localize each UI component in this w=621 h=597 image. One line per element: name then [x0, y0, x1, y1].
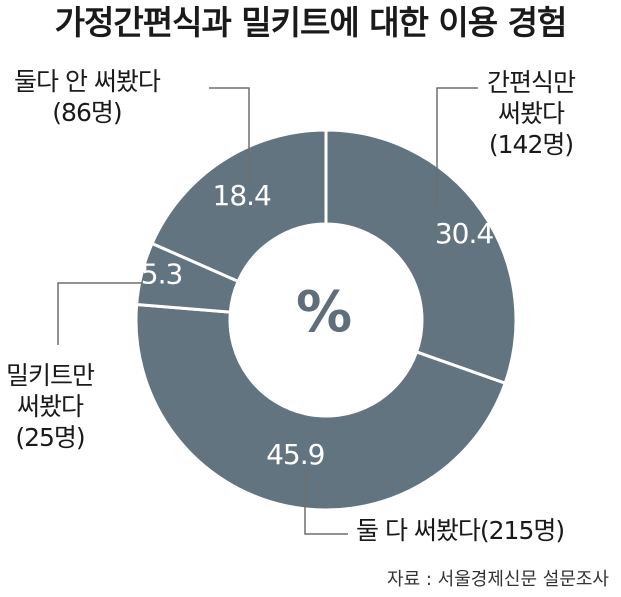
value-label-mealkit-only: 5.3 [141, 257, 183, 290]
label-both: 둘 다 써봤다(215명) [356, 515, 565, 546]
label-hmr-only-line2: 써봤다 [498, 99, 565, 128]
leader-mealkit-only [57, 282, 150, 345]
slice-hmr-only [324, 128, 518, 386]
label-hmr-only: 간편식만 써봤다 (142명) [487, 67, 576, 160]
label-neither-line1: 둘다 안 써봤다 [14, 67, 161, 96]
label-neither-count: (86명) [52, 98, 122, 127]
leader-hmr-only [436, 87, 478, 206]
chart-title: 가정간편식과 밀키트에 대한 이용 경험 [54, 3, 568, 42]
value-label-hmr-only: 30.4 [435, 217, 494, 250]
value-label-both: 45.9 [266, 438, 324, 471]
source-note: 자료 : 서울경제신문 설문조사 [387, 569, 609, 590]
leader-both [304, 470, 348, 535]
leader-neither [209, 87, 250, 187]
label-hmr-only-line1: 간편식만 [487, 68, 576, 97]
value-label-neither: 18.4 [213, 179, 272, 212]
label-mealkit-only-line1: 밀키트만 [6, 361, 95, 390]
label-mealkit-only-count: (25명) [15, 423, 85, 452]
label-mealkit-only-line2: 써봤다 [17, 392, 84, 421]
slice-both [134, 302, 508, 512]
slice-neither [150, 128, 328, 284]
unit-label: % [296, 280, 353, 345]
label-both-line1: 둘 다 써봤다(215명) [356, 516, 565, 545]
label-mealkit-only: 밀키트만 써봤다 (25명) [6, 360, 95, 453]
label-neither: 둘다 안 써봤다 (86명) [14, 66, 161, 128]
label-hmr-only-count: (142명) [488, 130, 574, 159]
